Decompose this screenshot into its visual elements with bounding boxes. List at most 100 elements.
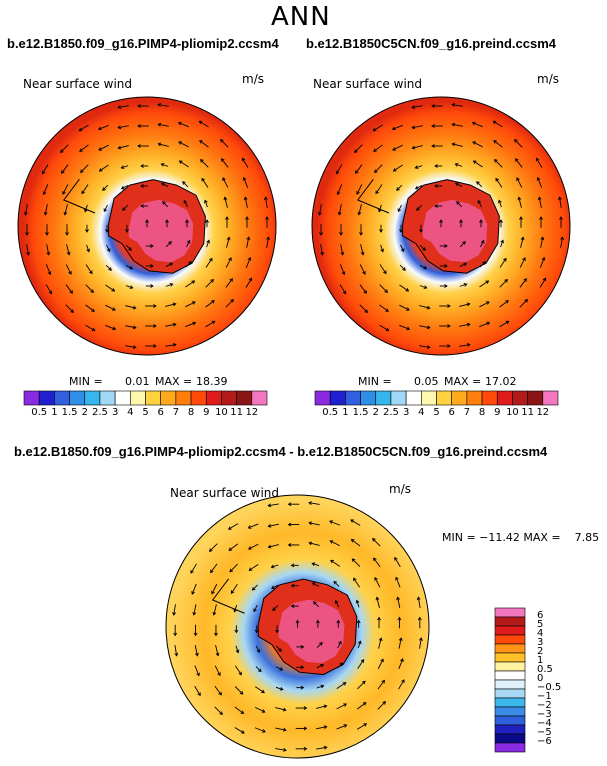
wind-vector <box>340 244 344 255</box>
colorbar-swatch <box>345 390 361 406</box>
wind-vector <box>275 727 287 731</box>
wind-vector <box>479 322 490 328</box>
wind-vector <box>26 244 29 255</box>
wind-vector-head <box>319 232 323 236</box>
wind-vector-head <box>172 302 177 307</box>
wind-vector-head <box>112 326 117 331</box>
wind-vector <box>125 265 133 270</box>
wind-vector <box>377 701 386 710</box>
wind-vector <box>493 120 503 128</box>
wind-vector <box>379 284 388 293</box>
wind-vector-head <box>41 170 46 175</box>
wind-vector <box>85 304 95 312</box>
wind-vector <box>516 177 523 188</box>
wind-vector-head <box>262 729 266 733</box>
wind-vector-head <box>137 124 141 128</box>
wind-vector-head <box>254 629 259 634</box>
panel3-min-max-label: MIN = −11.42 MAX = 7.85 <box>442 531 600 544</box>
wind-vector <box>515 158 523 168</box>
wind-vector <box>559 197 562 208</box>
colorbar-tick-label: −6 <box>537 736 552 747</box>
colorbar-swatch <box>405 390 422 406</box>
wind-vector <box>165 323 176 327</box>
wind-vector-head <box>140 184 144 188</box>
wind-vector-head <box>210 569 214 574</box>
panel2-min-value: 0.05 <box>414 375 439 388</box>
wind-vector-head <box>287 522 292 527</box>
wind-vector <box>494 159 503 168</box>
panel1-min-value: 0.01 <box>125 375 150 388</box>
wind-vector <box>205 279 214 288</box>
wind-vector <box>102 184 109 191</box>
wind-vector-head <box>406 326 411 331</box>
wind-vector-head <box>303 706 308 710</box>
wind-vector-head <box>463 262 468 267</box>
wind-vector <box>397 597 401 608</box>
wind-vector <box>373 144 383 152</box>
wind-vector-head <box>120 165 125 169</box>
wind-vector-head <box>261 689 265 694</box>
wind-vector-head <box>494 159 498 163</box>
wind-vector <box>336 724 347 730</box>
wind-vector <box>320 244 323 255</box>
wind-vector-head <box>396 187 400 191</box>
wind-vector-head <box>43 211 48 216</box>
wind-vector <box>45 264 51 275</box>
wind-vector <box>356 600 360 608</box>
wind-vector-head <box>356 619 361 624</box>
wind-vector <box>234 727 245 734</box>
wind-vector <box>329 520 341 526</box>
wind-vector <box>519 257 526 268</box>
wind-vector <box>419 244 426 251</box>
wind-vector-head <box>418 637 423 641</box>
colorbar-swatch <box>436 390 452 406</box>
wind-vector <box>539 257 545 268</box>
wind-vector <box>62 184 69 195</box>
wind-vector <box>225 299 234 308</box>
wind-vector <box>194 645 198 656</box>
peninsula-outline <box>357 178 390 214</box>
wind-vector-head <box>423 285 428 289</box>
wind-vector <box>65 304 74 313</box>
wind-vector-head <box>522 257 526 261</box>
wind-vector-head <box>342 682 347 686</box>
wind-vector <box>472 141 483 148</box>
wind-vector-head <box>414 185 419 190</box>
wind-vector <box>358 204 362 215</box>
colorbar-swatch <box>451 390 468 406</box>
wind-vector-head <box>395 576 399 581</box>
wind-vector <box>254 727 266 733</box>
wind-vector <box>99 164 109 172</box>
wind-vector <box>85 264 93 274</box>
wind-vector-head <box>385 308 389 312</box>
wind-vector <box>246 237 250 248</box>
wind-vector <box>316 726 327 730</box>
wind-vector-head <box>230 590 235 594</box>
wind-vector-head <box>137 144 141 148</box>
wind-vector-head <box>397 208 402 213</box>
wind-vector <box>158 143 169 147</box>
wind-vector-head <box>215 652 220 657</box>
wind-vector <box>243 177 249 188</box>
colorbar-swatch <box>175 390 192 406</box>
wind-vector <box>254 706 265 713</box>
wind-vector-head <box>62 191 66 195</box>
wind-vector-head <box>47 271 52 276</box>
colorbar-swatch <box>494 679 526 690</box>
wind-vector-head <box>230 299 234 303</box>
wind-vector-head <box>201 177 205 182</box>
colorbar-tick-label: 0 <box>537 673 544 684</box>
wind-vector <box>459 323 470 327</box>
colorbar-tick-label: 5 <box>142 407 149 418</box>
wind-vector-head <box>380 248 384 253</box>
wind-vector <box>191 583 197 595</box>
wind-vector-head <box>537 196 542 201</box>
wind-vector-head <box>102 187 106 191</box>
wind-vector <box>65 284 73 294</box>
wind-vector <box>121 165 129 169</box>
wind-vector <box>235 645 239 653</box>
colorbar-tick-label: 0.5 <box>322 407 339 418</box>
wind-vector-head <box>150 244 154 248</box>
wind-vector-head <box>363 723 368 727</box>
wind-vector <box>456 201 463 208</box>
